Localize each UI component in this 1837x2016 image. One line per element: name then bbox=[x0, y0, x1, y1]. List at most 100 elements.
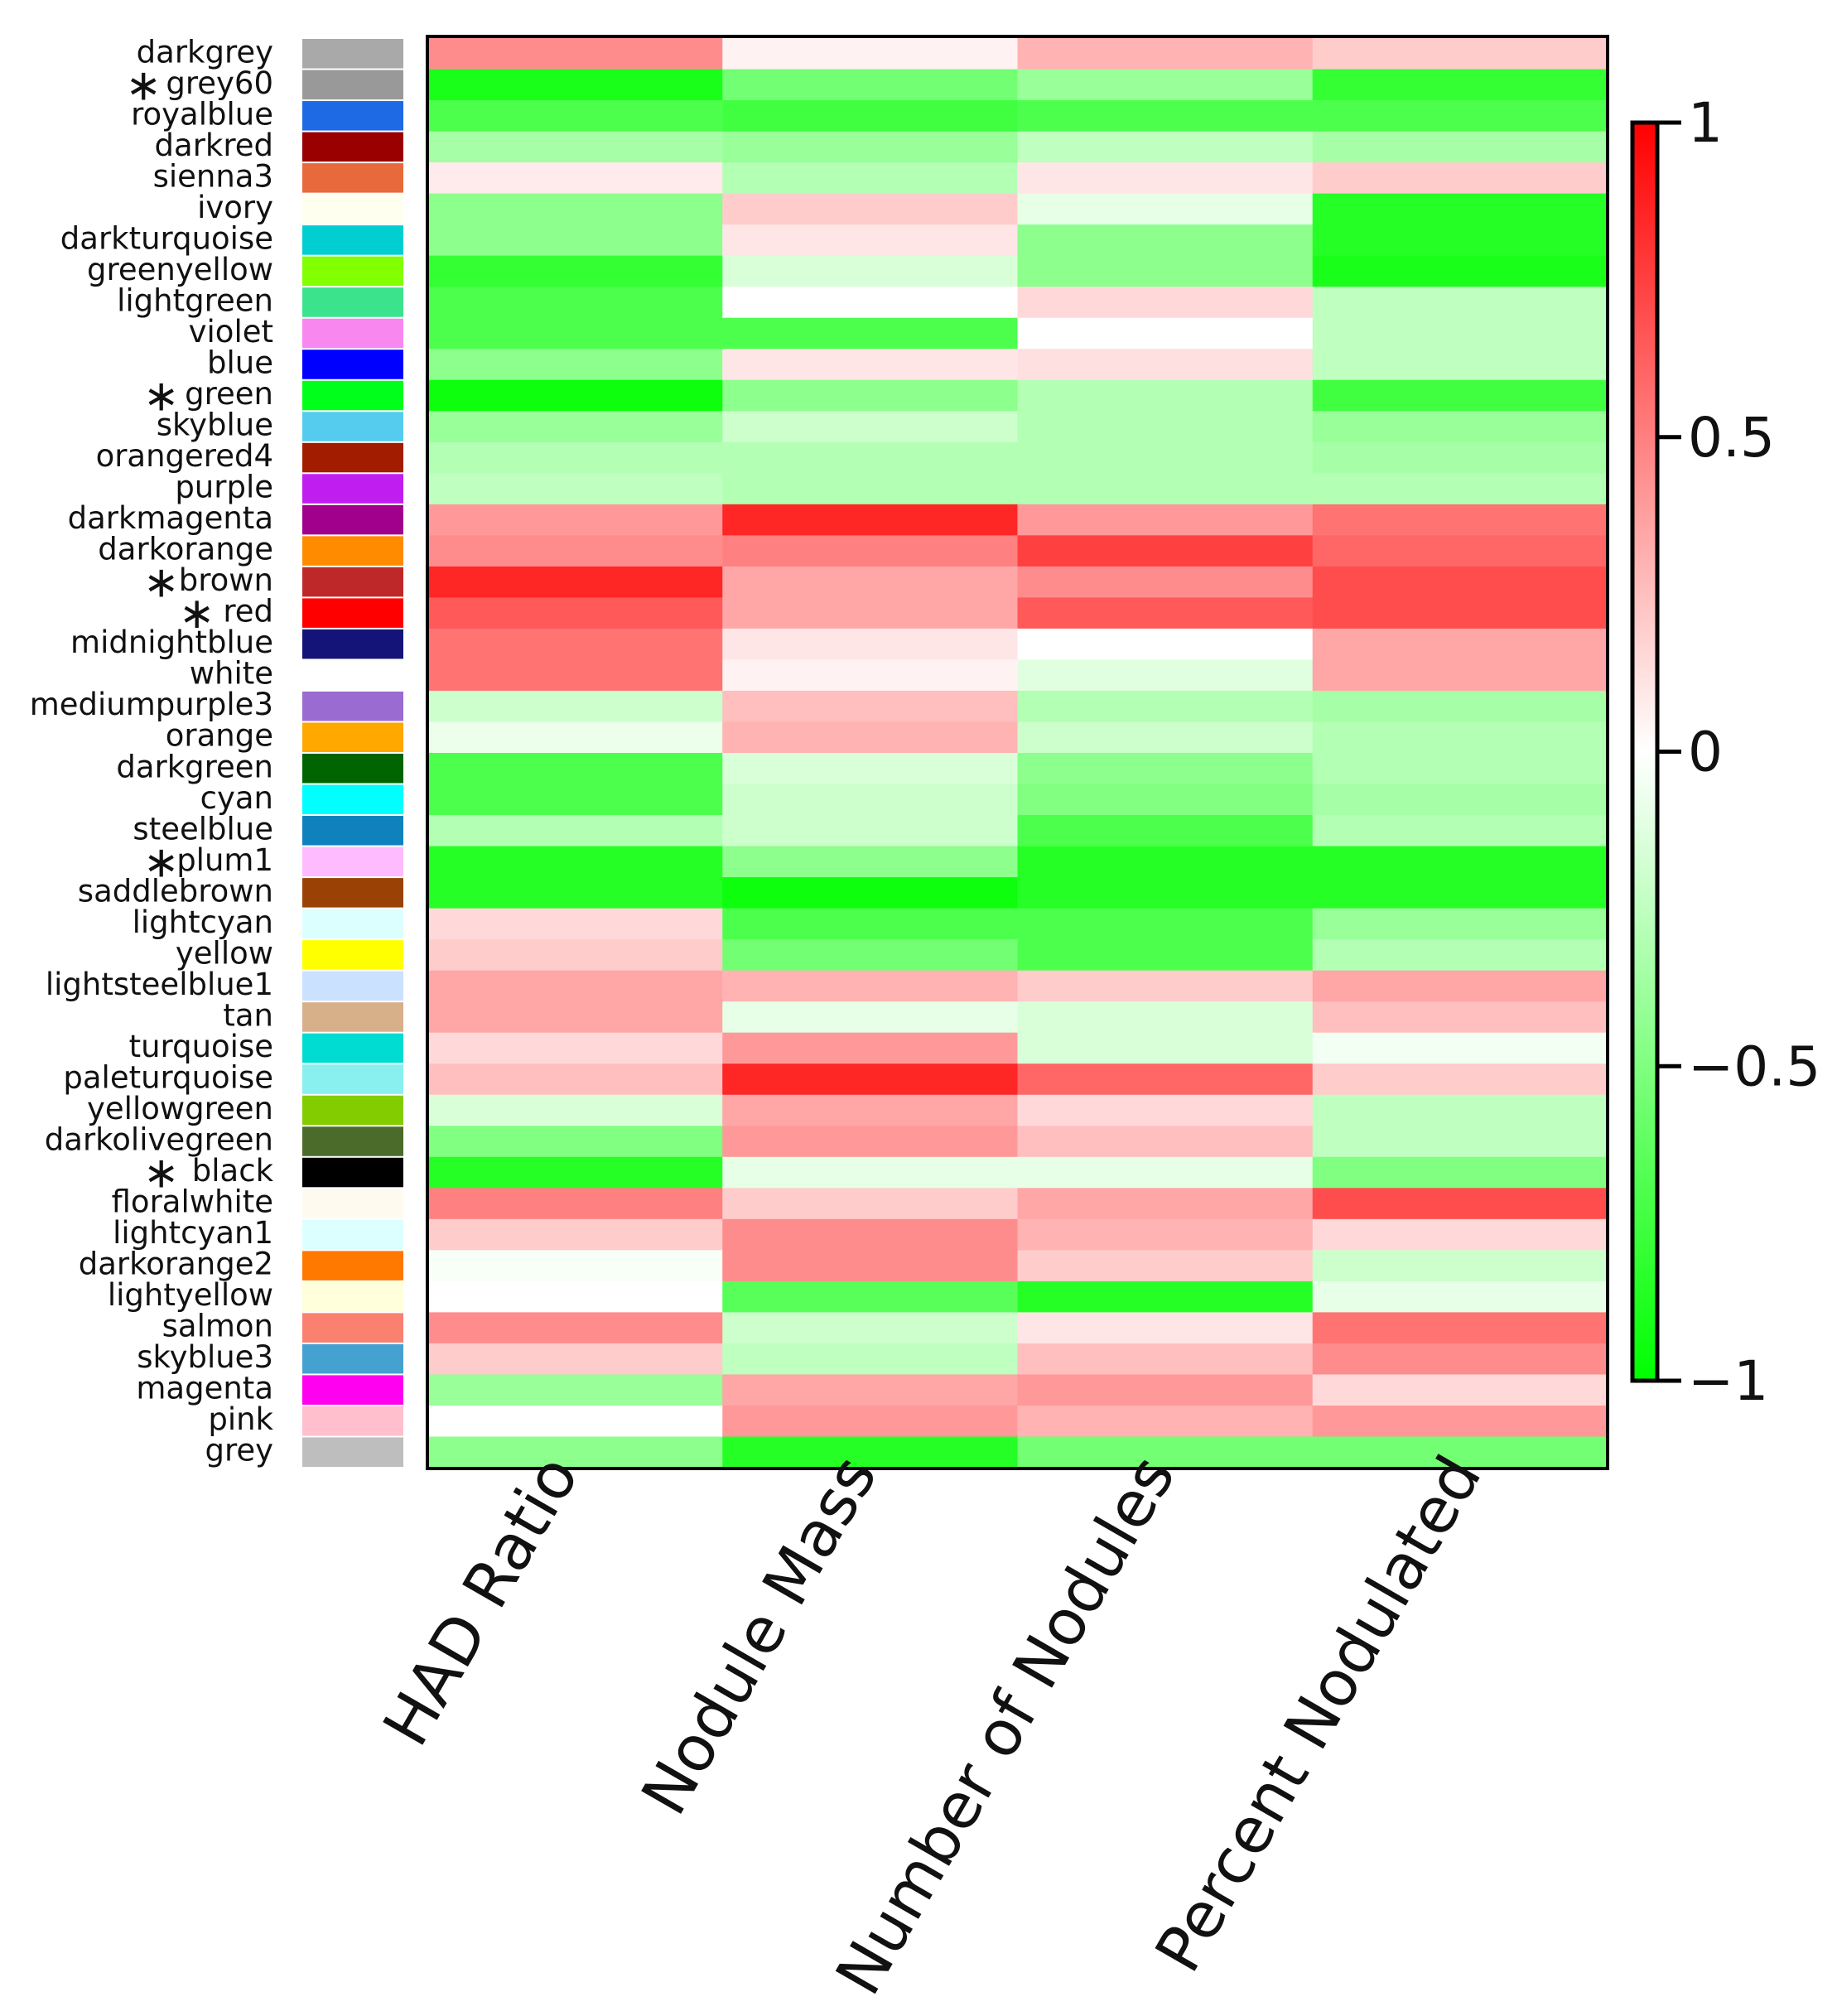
row-labels: darkgreygrey60∗royalbluedarkredsienna3iv… bbox=[30, 34, 274, 1468]
row-label-darkgreen: darkgreen bbox=[116, 749, 273, 784]
heat-cell bbox=[427, 1280, 723, 1313]
heat-cell bbox=[1312, 1250, 1608, 1282]
heat-cell bbox=[722, 1280, 1019, 1313]
heat-cell bbox=[722, 1343, 1019, 1376]
module-swatch-magenta bbox=[302, 1375, 403, 1405]
heat-cell bbox=[1017, 628, 1314, 661]
heat-cell bbox=[427, 1250, 723, 1282]
heat-cell bbox=[722, 1405, 1019, 1438]
heat-cell bbox=[722, 100, 1019, 133]
row-label-lightcyan1: lightcyan1 bbox=[113, 1215, 273, 1251]
heat-cell bbox=[1312, 287, 1608, 319]
row-label-skyblue: skyblue bbox=[157, 408, 273, 443]
heat-cell bbox=[722, 1250, 1019, 1282]
row-label-tan: tan bbox=[223, 997, 273, 1033]
heat-cell bbox=[722, 1156, 1019, 1189]
row-label-darkmagenta: darkmagenta bbox=[68, 500, 273, 536]
heat-cell bbox=[427, 1436, 723, 1469]
heat-cell bbox=[1312, 846, 1608, 878]
row-label-darkorange: darkorange bbox=[98, 532, 273, 567]
module-swatch-darkgrey bbox=[302, 39, 403, 69]
row-label-yellow: yellow bbox=[176, 935, 273, 971]
module-swatch-tan bbox=[302, 1002, 403, 1032]
heat-cell bbox=[1017, 504, 1314, 536]
row-label-lightsteelblue1: lightsteelblue1 bbox=[46, 967, 273, 1002]
column-label-had-ratio: HAD Ratio bbox=[369, 1444, 593, 1758]
heat-cell bbox=[427, 1094, 723, 1126]
heat-cell bbox=[1017, 441, 1314, 474]
heat-cell bbox=[1312, 1126, 1608, 1158]
heat-cell bbox=[1017, 784, 1314, 816]
row-label-brown: brown bbox=[179, 562, 273, 598]
row-label-darkorange2: darkorange2 bbox=[79, 1247, 273, 1282]
row-label-ivory: ivory bbox=[197, 190, 273, 225]
heat-cell bbox=[1017, 1063, 1314, 1096]
module-swatch-saddlebrown bbox=[302, 878, 403, 908]
module-swatch-orange bbox=[302, 722, 403, 752]
heat-cell bbox=[1312, 815, 1608, 847]
module-swatch-orangered4 bbox=[302, 442, 403, 473]
heat-cell bbox=[427, 753, 723, 785]
row-label-orange: orange bbox=[166, 718, 273, 754]
row-label-green: green bbox=[185, 376, 273, 412]
heat-cell bbox=[1017, 1436, 1314, 1469]
module-swatch-turquoise bbox=[302, 1033, 403, 1063]
heat-cell bbox=[722, 908, 1019, 940]
heat-cell bbox=[427, 379, 723, 412]
heatmap-cells bbox=[427, 38, 1608, 1469]
heat-cell bbox=[722, 441, 1019, 474]
heat-cell bbox=[1312, 908, 1608, 940]
heat-cell bbox=[427, 411, 723, 443]
heat-cell bbox=[1017, 1280, 1314, 1313]
module-swatch-cyan bbox=[302, 784, 403, 815]
heat-cell bbox=[1312, 1374, 1608, 1406]
colorbar-tick-label: 0.5 bbox=[1688, 406, 1775, 470]
heat-cell bbox=[1017, 100, 1314, 133]
significance-star: ∗ bbox=[143, 558, 180, 608]
heat-cell bbox=[1312, 1001, 1608, 1034]
heat-cell bbox=[722, 1374, 1019, 1406]
row-label-white: white bbox=[190, 656, 273, 692]
heat-cell bbox=[1017, 690, 1314, 723]
module-color-swatches bbox=[302, 39, 403, 1467]
row-label-darkturquoise: darkturquoise bbox=[60, 220, 273, 256]
heat-cell bbox=[427, 100, 723, 133]
heat-cell bbox=[1312, 1280, 1608, 1313]
heat-cell bbox=[722, 784, 1019, 816]
module-swatch-violet bbox=[302, 318, 403, 349]
heat-cell bbox=[1017, 1374, 1314, 1406]
heat-cell bbox=[1312, 721, 1608, 754]
colorbar-tick-label: 1 bbox=[1688, 91, 1723, 155]
heat-cell bbox=[722, 69, 1019, 101]
heat-cell bbox=[427, 131, 723, 163]
heat-cell bbox=[1312, 1436, 1608, 1469]
heat-cell bbox=[722, 939, 1019, 972]
row-label-paleturquoise: paleturquoise bbox=[63, 1059, 273, 1095]
heat-cell bbox=[427, 441, 723, 474]
heat-cell bbox=[1017, 1250, 1314, 1282]
heat-cell bbox=[1017, 566, 1314, 598]
heat-cell bbox=[427, 287, 723, 319]
heat-cell bbox=[1312, 628, 1608, 661]
heat-cell bbox=[1017, 1156, 1314, 1189]
heat-cell bbox=[1312, 690, 1608, 723]
heat-cell bbox=[1312, 349, 1608, 381]
heat-cell bbox=[427, 1188, 723, 1220]
heat-cell bbox=[722, 504, 1019, 536]
module-swatch-grey bbox=[302, 1437, 403, 1467]
significance-star: ∗ bbox=[125, 60, 162, 110]
module-swatch-darkorange2 bbox=[302, 1251, 403, 1280]
heat-cell bbox=[1017, 162, 1314, 195]
heat-cell bbox=[427, 908, 723, 940]
heat-cell bbox=[1017, 411, 1314, 443]
significance-star: ∗ bbox=[143, 837, 180, 887]
heat-cell bbox=[722, 721, 1019, 754]
row-label-greenyellow: greenyellow bbox=[87, 252, 273, 287]
heat-cell bbox=[427, 690, 723, 723]
row-label-salmon: salmon bbox=[162, 1309, 273, 1344]
heat-cell bbox=[722, 473, 1019, 505]
module-swatch-lightyellow bbox=[302, 1281, 403, 1312]
heat-cell bbox=[1312, 317, 1608, 350]
heat-cell bbox=[1017, 1001, 1314, 1034]
heat-cell bbox=[427, 721, 723, 754]
